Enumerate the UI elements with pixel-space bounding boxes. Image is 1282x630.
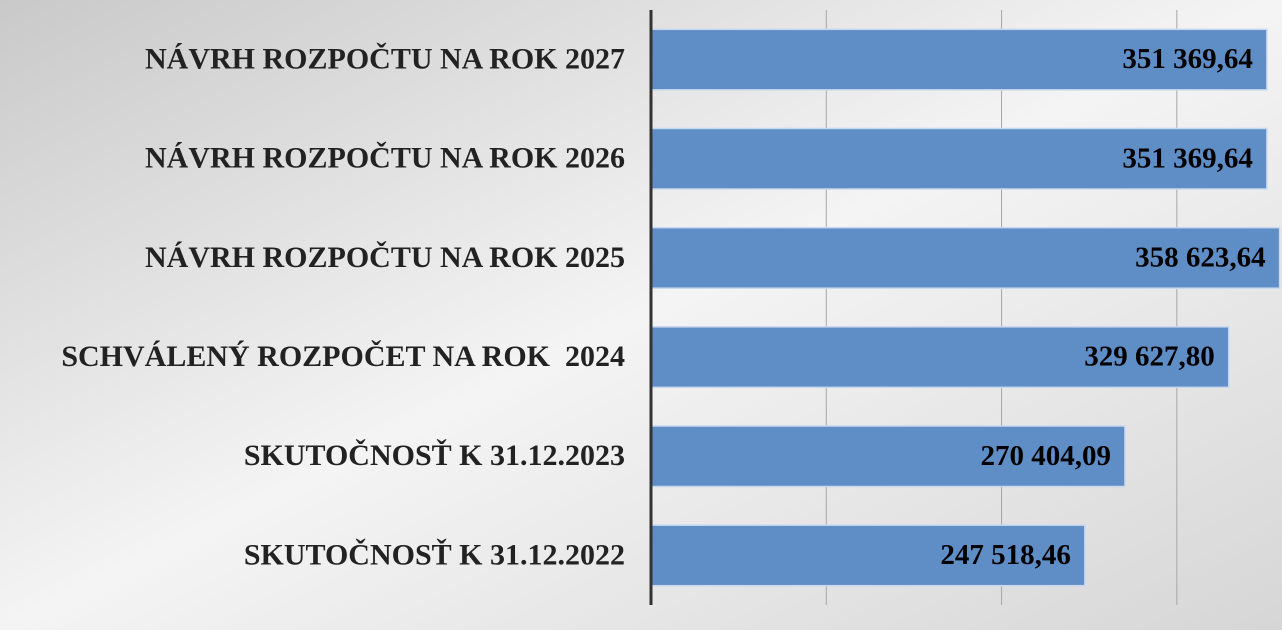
value-label: 329 627,80 — [1084, 341, 1215, 373]
value-label: 358 623,64 — [1135, 242, 1266, 274]
category-label: NÁVRH ROZPOČTU NA ROK 2025 — [145, 241, 625, 274]
category-label: NÁVRH ROZPOČTU NA ROK 2026 — [145, 142, 625, 175]
category-label: NÁVRH ROZPOČTU NA ROK 2027 — [145, 42, 625, 75]
bar — [650, 226, 1281, 289]
value-label: 351 369,64 — [1122, 43, 1253, 75]
bar — [650, 127, 1268, 190]
value-label: 351 369,64 — [1122, 142, 1253, 174]
value-label: 270 404,09 — [980, 440, 1111, 472]
category-label: SKUTOČNOSŤ K 31.12.2023 — [244, 439, 625, 472]
category-label: SKUTOČNOSŤ K 31.12.2022 — [244, 538, 625, 571]
value-label: 247 518,46 — [940, 539, 1071, 571]
bar — [650, 28, 1268, 91]
category-label: SCHVÁLENÝ ROZPOČET NA ROK 2024 — [61, 340, 625, 373]
